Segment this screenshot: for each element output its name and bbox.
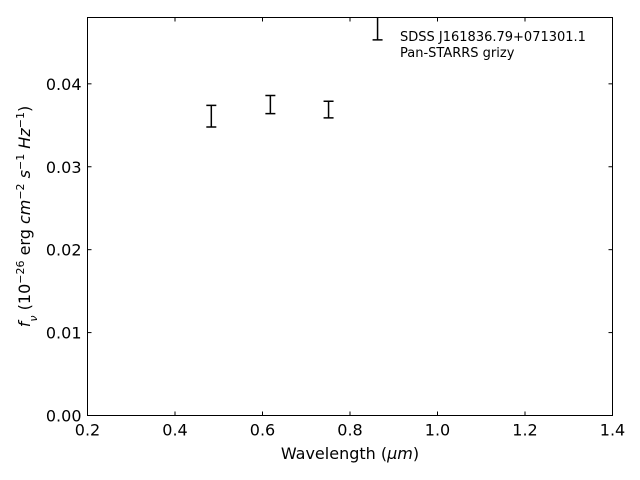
- plot-area: [206, 17, 383, 128]
- x-tick-label: 0.2: [75, 421, 100, 440]
- label-part: ): [15, 106, 34, 112]
- y-tick-label: 0.01: [46, 324, 82, 343]
- label-part: (10: [15, 284, 34, 316]
- label-part: Hz: [15, 128, 34, 149]
- x-tick-label: 1.2: [512, 421, 537, 440]
- label-part: cm: [15, 200, 34, 224]
- error-bar: [323, 100, 334, 119]
- label-part: −1: [14, 112, 27, 128]
- label-part: −2: [14, 183, 27, 199]
- plot-frame: [87, 17, 613, 416]
- y-axis-label: fν (10−26 erg cm−2 s−1 Hz−1): [14, 106, 40, 327]
- x-tick-label: 0.6: [250, 421, 275, 440]
- x-tick-label: 0.8: [337, 421, 362, 440]
- label-part: s: [15, 170, 34, 178]
- legend-title: SDSS J161836.79+071301.1: [400, 30, 586, 45]
- label-part: ): [413, 444, 419, 463]
- y-tick-label: 0.04: [46, 75, 82, 94]
- x-tick-label: 0.4: [162, 421, 187, 440]
- error-bar: [265, 94, 276, 115]
- y-tick-label: 0.02: [46, 241, 82, 260]
- error-bar: [206, 104, 217, 128]
- y-tick-label: 0.00: [46, 407, 82, 426]
- label-part: −1: [14, 154, 27, 170]
- x-tick-label: 1.4: [600, 421, 625, 440]
- label-part: f: [15, 319, 34, 327]
- y-tick-label: 0.03: [46, 158, 82, 177]
- legend-entry: Pan-STARRS grizy: [400, 46, 515, 61]
- label-part: ν: [27, 315, 40, 321]
- label-part: −26: [14, 261, 27, 284]
- error-bar: [372, 17, 383, 41]
- x-axis-label: Wavelength (μm): [281, 444, 419, 463]
- label-part: erg: [15, 224, 34, 260]
- label-part: Wavelength (: [281, 444, 387, 463]
- label-part: μm: [386, 444, 413, 463]
- x-tick-label: 1.0: [425, 421, 450, 440]
